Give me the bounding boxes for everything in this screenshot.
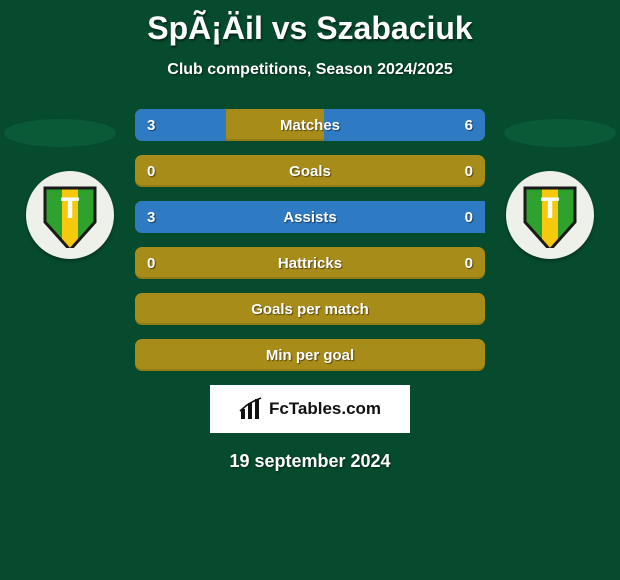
- stat-label: Goals: [155, 163, 464, 180]
- stat-label: Goals per match: [251, 301, 369, 318]
- stat-label: Min per goal: [266, 347, 354, 364]
- club-badge-right: T: [506, 171, 594, 259]
- stat-row: 3Matches6: [135, 109, 485, 141]
- stat-row: Goals per match: [135, 293, 485, 325]
- stat-value-left: 0: [147, 255, 155, 272]
- club-badge-left: T: [26, 171, 114, 259]
- date-label: 19 september 2024: [0, 451, 620, 472]
- stat-row: 0Hattricks0: [135, 247, 485, 279]
- stat-row: 3Assists0: [135, 201, 485, 233]
- stat-value-left: 3: [147, 117, 155, 134]
- stat-value-left: 3: [147, 209, 155, 226]
- comparison-stage: T T 3Matches60Goals03Assists00Hattricks0…: [0, 109, 620, 472]
- stat-label: Hattricks: [155, 255, 464, 272]
- stat-rows: 3Matches60Goals03Assists00Hattricks0Goal…: [135, 109, 485, 371]
- page-subtitle: Club competitions, Season 2024/2025: [0, 61, 620, 79]
- stat-row: 0Goals0: [135, 155, 485, 187]
- chart-icon: [239, 397, 263, 421]
- stat-label: Matches: [155, 117, 464, 134]
- stat-value-left: 0: [147, 163, 155, 180]
- watermark: FcTables.com: [210, 385, 410, 433]
- stat-value-right: 0: [465, 163, 473, 180]
- crest-letter: T: [61, 192, 79, 225]
- player-shadow-right: [504, 119, 616, 147]
- stat-label: Assists: [155, 209, 464, 226]
- stat-row: Min per goal: [135, 339, 485, 371]
- page-title: SpÃ¡Äil vs Szabaciuk: [0, 0, 620, 47]
- stat-value-right: 0: [465, 255, 473, 272]
- stat-value-right: 6: [465, 117, 473, 134]
- stat-value-right: 0: [465, 209, 473, 226]
- crest-icon: T: [37, 182, 103, 248]
- player-shadow-left: [4, 119, 116, 147]
- watermark-label: FcTables.com: [269, 399, 381, 419]
- crest-icon: T: [517, 182, 583, 248]
- crest-letter: T: [541, 192, 559, 225]
